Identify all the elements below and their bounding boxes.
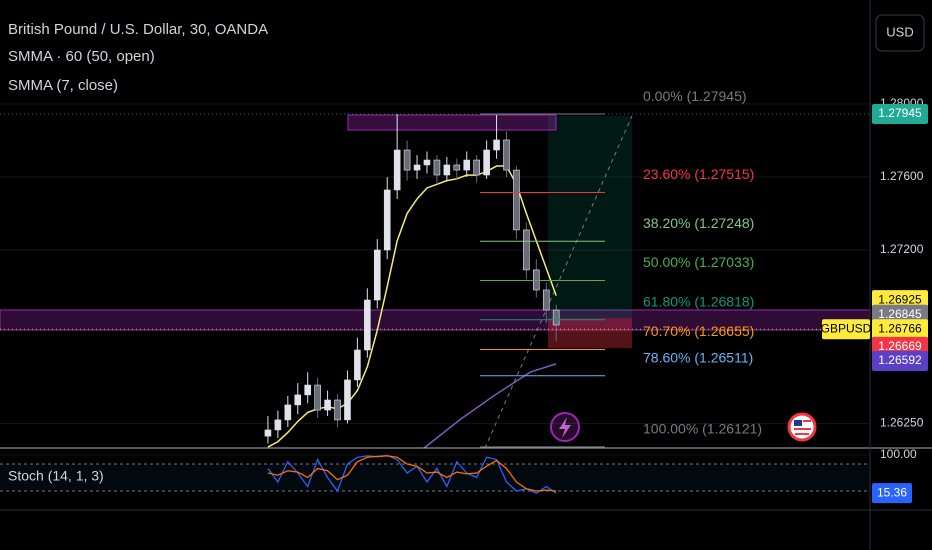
smma-line: [423, 363, 557, 449]
stoch-legend[interactable]: Stoch (14, 1, 3): [8, 468, 104, 484]
fib-label: 61.80% (1.26818): [643, 293, 754, 309]
price-label: 1.27945: [878, 106, 922, 120]
candle-body: [453, 164, 461, 171]
candle-body: [413, 164, 421, 171]
y-tick-label: 100.00: [880, 447, 917, 461]
candle-body: [463, 159, 471, 171]
candle-body: [314, 384, 321, 411]
indicator-legend[interactable]: SMMA (7, close): [8, 77, 118, 94]
y-tick-label: 1.26250: [880, 416, 924, 430]
range-box: [347, 114, 557, 131]
long-position-loss: [548, 318, 632, 348]
stoch-line: [267, 454, 557, 494]
fib-label: 0.00% (1.27945): [643, 88, 747, 104]
price-label: 1.26845: [878, 307, 922, 321]
fib-label: 78.60% (1.26511): [643, 349, 753, 365]
fib-label: 50.00% (1.27033): [643, 254, 754, 270]
candle-body: [423, 159, 431, 166]
candle-body: [533, 269, 540, 291]
fib-label: 38.20% (1.27248): [643, 215, 754, 231]
candle-body: [443, 164, 451, 176]
candle-body: [373, 249, 381, 301]
candle-body: [284, 404, 292, 421]
candle-body: [393, 149, 401, 191]
price-label: 1.26925: [878, 292, 922, 306]
candle-body: [274, 419, 282, 431]
candle-body: [304, 384, 312, 396]
fib-label: 70.70% (1.26655): [643, 323, 754, 339]
y-tick-label: 1.27600: [880, 169, 924, 183]
candle-body: [354, 349, 361, 381]
candle-body: [294, 394, 302, 406]
currency-button[interactable]: [875, 14, 925, 52]
price-label: 1.26669: [878, 339, 922, 353]
price-label-box: [872, 350, 928, 371]
last-value-label: 15.36: [877, 485, 907, 499]
indicator-legend[interactable]: SMMA · 60 (50, open): [8, 48, 155, 65]
price-label: 1.26592: [878, 353, 922, 367]
candle-body: [493, 139, 500, 151]
stoch-line: [267, 455, 557, 492]
price-label-box: [872, 319, 928, 340]
lightning-icon: [559, 417, 571, 438]
symbol-label-box: [822, 319, 870, 340]
us-flag-icon[interactable]: [787, 412, 817, 442]
symbol-label: GBPUSD: [821, 321, 872, 335]
candle-body: [324, 399, 331, 411]
long-position-profit: [548, 116, 632, 318]
candle-body: [513, 169, 520, 231]
flag-canton: [794, 420, 802, 426]
axis-labels: 1.280001.276001.272001.26250100.0015.360…: [643, 88, 928, 504]
candle-body: [344, 379, 351, 421]
candle-body: [523, 229, 530, 271]
candle-body: [403, 149, 411, 171]
price-label-box: [872, 104, 928, 125]
grid: [0, 103, 870, 492]
candle-body: [264, 429, 272, 437]
candle-body: [503, 139, 510, 171]
candle-body: [383, 189, 391, 251]
symbol-title: British Pound / U.S. Dollar, 30, OANDA: [8, 21, 268, 38]
candle-body: [334, 399, 341, 421]
candle-body: [473, 159, 480, 176]
y-tick-label: 1.27200: [880, 242, 924, 256]
fib-label: 100.00% (1.26121): [643, 421, 762, 437]
candle-body: [552, 309, 560, 326]
candle-body: [483, 149, 490, 176]
price-label: 1.26766: [878, 321, 922, 335]
plot: [0, 113, 870, 494]
fib-label: 23.60% (1.27515): [643, 166, 754, 182]
candle-body: [364, 299, 371, 351]
last-value-box: [872, 483, 912, 504]
currency-button-label[interactable]: USD: [886, 24, 913, 39]
stoch-band-fill: [0, 464, 870, 491]
candle-body: [433, 159, 441, 176]
candle-body: [542, 289, 550, 311]
